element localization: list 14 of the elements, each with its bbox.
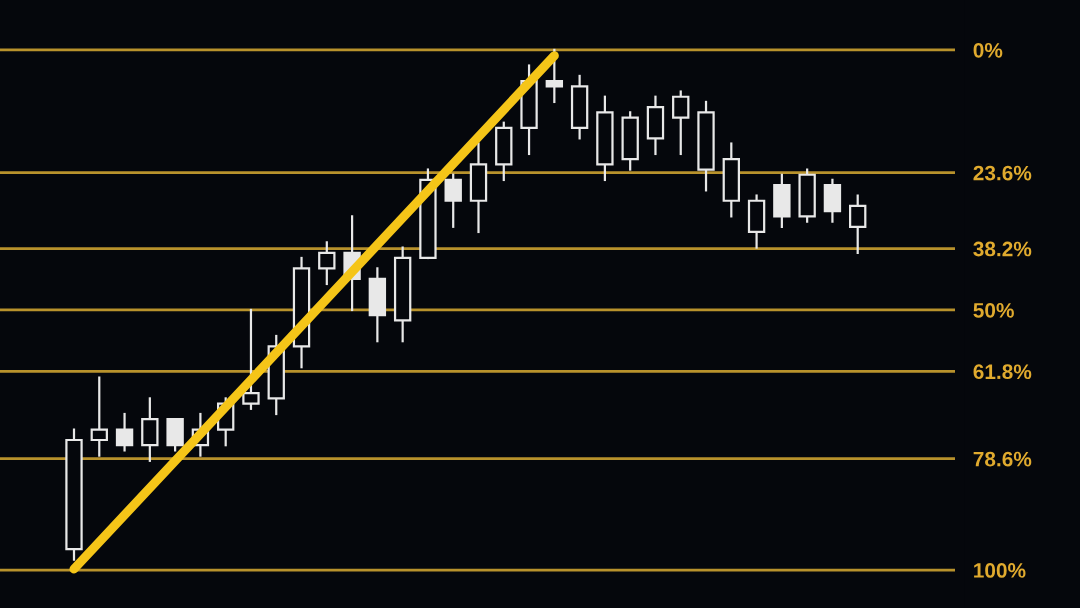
- candlestick: [242, 308, 260, 410]
- candlestick: [672, 90, 690, 156]
- candlestick: [90, 376, 108, 457]
- y-tick-label: 50%: [973, 302, 1014, 318]
- y-tick-label: 0%: [973, 42, 1003, 58]
- y-tick-label: 38.2%: [973, 241, 1032, 257]
- candlestick: [318, 241, 336, 286]
- candlestick: [444, 173, 462, 228]
- y-tick-label: 100%: [974, 563, 1026, 578]
- candlestick: [115, 412, 134, 452]
- y-tick-label: 78.6%: [973, 451, 1032, 467]
- y-tick-label: 61.8%: [973, 364, 1032, 380]
- candlestick: [849, 194, 867, 254]
- y-tick-label: 23.6%: [973, 165, 1032, 181]
